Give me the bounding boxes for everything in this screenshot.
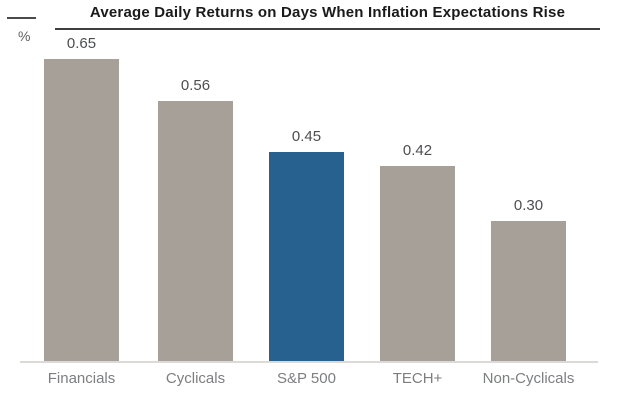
category-label-tech: TECH+	[392, 370, 443, 387]
category-label-cyclicals: Cyclicals	[165, 370, 226, 387]
value-label-tech: 0.42	[402, 142, 433, 159]
bar-cyclicals	[158, 101, 233, 361]
value-label-financials: 0.65	[66, 35, 97, 52]
bar-non-cyclicals	[491, 221, 566, 361]
bar-financials	[44, 59, 119, 361]
value-label-non-cyclicals: 0.30	[513, 197, 544, 214]
title-underline	[55, 28, 600, 30]
category-label-non-cyclicals: Non-Cyclicals	[482, 370, 575, 387]
chart-title: Average Daily Returns on Days When Infla…	[89, 4, 566, 21]
y-axis-unit-label: %	[18, 28, 31, 44]
y-axis-top-tick	[7, 17, 36, 19]
value-label-cyclicals: 0.56	[180, 77, 211, 94]
category-label-s-p-500: S&P 500	[277, 370, 336, 387]
x-axis-baseline	[20, 361, 598, 363]
bar-s-p-500	[269, 152, 344, 361]
value-label-s-p-500: 0.45	[291, 128, 322, 145]
bar-tech	[380, 166, 455, 361]
category-label-financials: Financials	[47, 370, 116, 387]
